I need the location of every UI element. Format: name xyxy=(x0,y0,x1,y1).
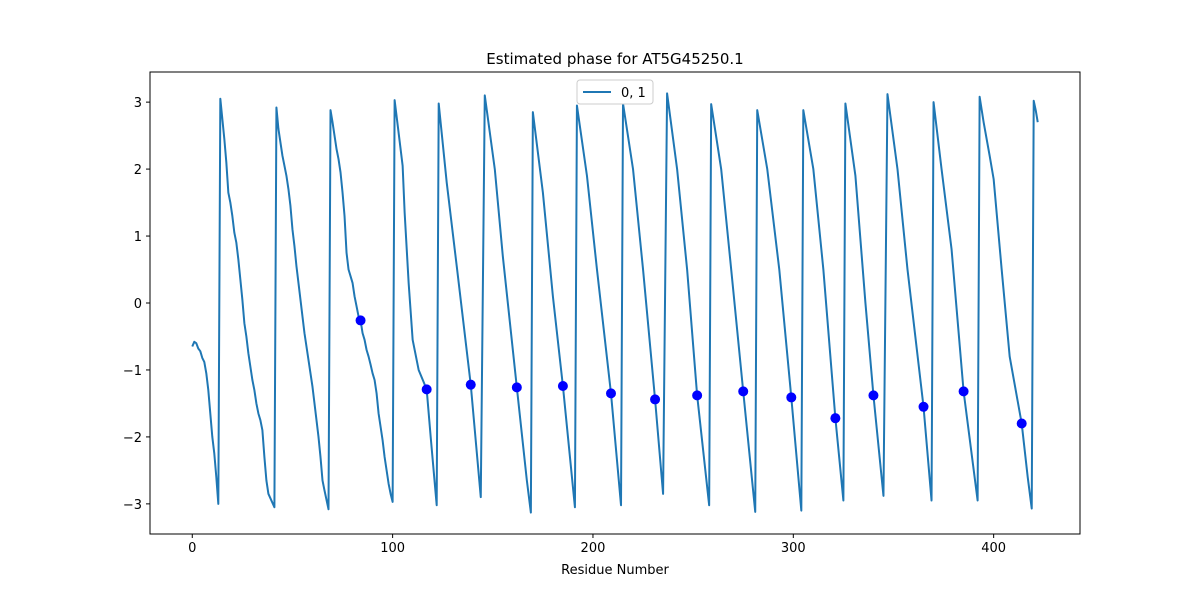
highlight-point xyxy=(355,315,366,326)
x-tick-label: 400 xyxy=(981,541,1006,556)
highlight-point xyxy=(830,413,841,424)
highlight-point xyxy=(958,386,969,397)
x-tick-label: 200 xyxy=(581,541,606,556)
highlight-point xyxy=(692,390,703,401)
y-tick-label: −2 xyxy=(123,431,142,446)
highlight-point xyxy=(786,392,797,403)
legend-box xyxy=(576,79,654,105)
y-tick-label: −3 xyxy=(123,498,142,513)
x-axis: 0 100 200 300 400 xyxy=(188,534,1006,556)
y-tick-label: 3 xyxy=(134,96,142,111)
legend: 0, 1 xyxy=(576,79,654,105)
x-axis-title: Residue Number xyxy=(561,563,669,578)
highlight-point xyxy=(868,390,879,401)
highlight-point xyxy=(511,382,522,393)
highlight-point xyxy=(605,388,616,399)
legend-entry-label: 0, 1 xyxy=(621,86,646,101)
highlight-point xyxy=(465,379,476,390)
chart-title: Estimated phase for AT5G45250.1 xyxy=(486,50,743,68)
x-tick-label: 0 xyxy=(188,541,196,556)
x-tick-label: 300 xyxy=(781,541,806,556)
y-tick-label: 1 xyxy=(134,230,142,245)
highlight-point xyxy=(421,384,432,395)
y-tick-label: 0 xyxy=(134,297,142,312)
highlight-point xyxy=(738,386,749,397)
plot-area xyxy=(191,92,1039,514)
series-line xyxy=(191,92,1039,514)
highlight-point xyxy=(1016,418,1027,429)
x-tick-label: 100 xyxy=(380,541,405,556)
y-tick-label: 2 xyxy=(134,163,142,178)
highlight-point xyxy=(650,394,661,405)
y-tick-label: −1 xyxy=(123,364,142,379)
y-axis: −3 −2 −1 0 1 2 3 xyxy=(123,96,150,513)
highlight-point xyxy=(918,401,929,412)
highlight-point xyxy=(557,381,568,392)
